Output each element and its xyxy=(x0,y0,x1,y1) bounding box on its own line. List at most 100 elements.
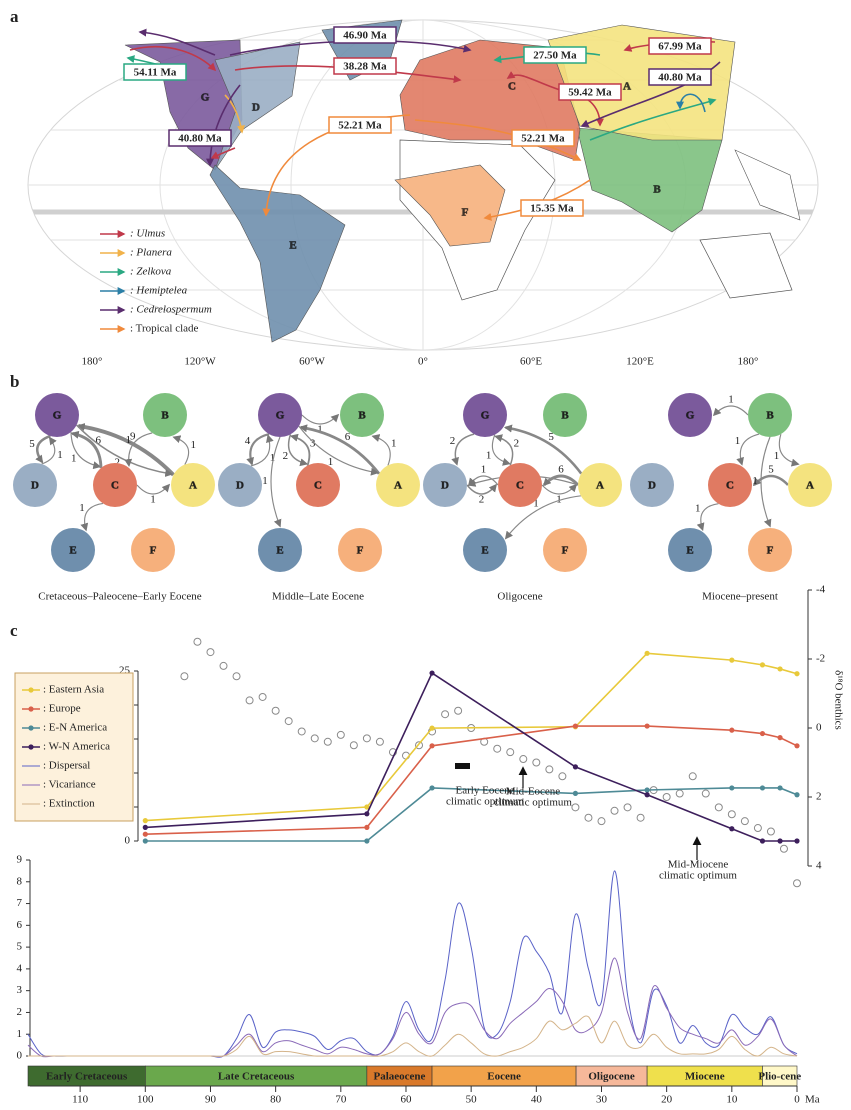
edge xyxy=(712,405,749,417)
y-tick-label: 4 xyxy=(17,962,23,974)
node-label: D xyxy=(236,480,244,492)
series-point xyxy=(794,792,800,798)
node-label: C xyxy=(726,480,734,492)
longitude-label: 60°E xyxy=(520,356,542,368)
series-point xyxy=(777,735,783,741)
y-tick-label: 1 xyxy=(17,1028,23,1040)
y-tick-label: 25 xyxy=(119,665,131,677)
edge-label: 1 xyxy=(126,434,132,446)
legend-label: : Cedrelospermum xyxy=(130,304,212,316)
node-label: G xyxy=(686,410,695,422)
scatter-point xyxy=(610,806,619,815)
period-label: Early Cretaceous xyxy=(46,1071,128,1083)
scatter-point xyxy=(558,772,567,781)
x-tick-label: 30 xyxy=(596,1094,608,1106)
edge xyxy=(736,433,760,466)
x-tick-label: 20 xyxy=(661,1094,673,1106)
series-point xyxy=(777,838,783,844)
edge xyxy=(246,433,270,466)
series-point xyxy=(572,790,579,797)
node-label: F xyxy=(562,545,569,557)
age-label: 52.21 Ma xyxy=(338,120,382,132)
y2-tick-label: 4 xyxy=(816,860,822,872)
edge-label: 1 xyxy=(695,502,701,514)
scatter-point xyxy=(349,741,358,750)
node xyxy=(463,393,507,437)
edge xyxy=(35,434,51,464)
node-label: F xyxy=(357,545,364,557)
edge-label: 2 xyxy=(114,456,120,468)
network-title: Miocene–present xyxy=(702,591,778,603)
series-point xyxy=(364,804,370,810)
series-point xyxy=(572,723,579,729)
scatter-point xyxy=(701,789,710,798)
age-box xyxy=(123,63,187,81)
scatter-point xyxy=(753,824,762,833)
edge xyxy=(299,424,381,475)
legend-label: : Ulmus xyxy=(130,228,165,240)
edge xyxy=(250,434,274,467)
series-point xyxy=(729,785,735,791)
series-point xyxy=(142,824,148,831)
region-label: C xyxy=(508,81,516,93)
migration-arrow xyxy=(506,71,561,91)
legend-label: : Zelkova xyxy=(130,266,172,278)
region-label: D xyxy=(252,102,260,114)
scatter-point xyxy=(597,817,606,826)
series-point xyxy=(759,785,766,791)
migration-arrow xyxy=(129,46,217,72)
node xyxy=(35,393,79,437)
x-tick-label: 40 xyxy=(531,1094,543,1106)
node-label: G xyxy=(276,410,285,422)
node-label: B xyxy=(161,410,169,422)
migration-arrow xyxy=(210,147,236,159)
edge-label: 4 xyxy=(245,435,251,447)
node xyxy=(668,528,712,572)
y-tick-label: 0 xyxy=(125,835,131,847)
age-label: 40.80 Ma xyxy=(658,72,702,84)
series-point xyxy=(644,787,650,793)
series-point xyxy=(729,657,735,663)
y-tick-label: 9 xyxy=(17,854,23,866)
series-point xyxy=(142,818,148,824)
node xyxy=(51,528,95,572)
node xyxy=(788,463,832,507)
edge-label: 6 xyxy=(95,435,101,447)
edge-label: 1 xyxy=(728,394,734,406)
scatter-point xyxy=(532,758,541,767)
age-box xyxy=(648,68,712,86)
migration-arrow xyxy=(206,84,241,167)
x-tick-label: 110 xyxy=(72,1094,89,1106)
scatter-point xyxy=(519,755,528,764)
edge-label: 5 xyxy=(29,438,35,450)
node-label: A xyxy=(189,480,197,492)
node-label: E xyxy=(69,545,76,557)
y2-tick-label: -4 xyxy=(816,584,826,596)
legend-dot xyxy=(28,706,34,712)
series-point xyxy=(364,838,370,844)
legend-label: : E-N America xyxy=(43,722,107,734)
region-label: B xyxy=(653,184,661,196)
legend-dot xyxy=(28,687,34,693)
y2-axis-label: δ¹⁸O benthics xyxy=(832,670,844,730)
x-axis-label: Ma xyxy=(805,1094,820,1106)
node xyxy=(578,463,622,507)
edge-label: 1 xyxy=(328,456,334,468)
edge xyxy=(301,413,340,425)
legend-label: : Vicariance xyxy=(43,779,96,791)
x-tick-label: 10 xyxy=(726,1094,738,1106)
region-label: E xyxy=(289,240,296,252)
series-point xyxy=(794,671,800,677)
edge-label: 1 xyxy=(481,464,487,476)
panel-label: a xyxy=(10,7,19,26)
edge-label: 1 xyxy=(556,494,562,506)
series-point xyxy=(777,785,783,791)
edge xyxy=(778,433,800,467)
edge xyxy=(504,495,581,540)
scatter-point xyxy=(310,734,319,743)
scatter-point xyxy=(506,748,515,757)
legend-label: : Dispersal xyxy=(43,760,90,772)
age-label: 54.11 Ma xyxy=(134,67,177,79)
y-tick-label: 7 xyxy=(17,897,23,909)
scatter-point xyxy=(375,737,384,746)
